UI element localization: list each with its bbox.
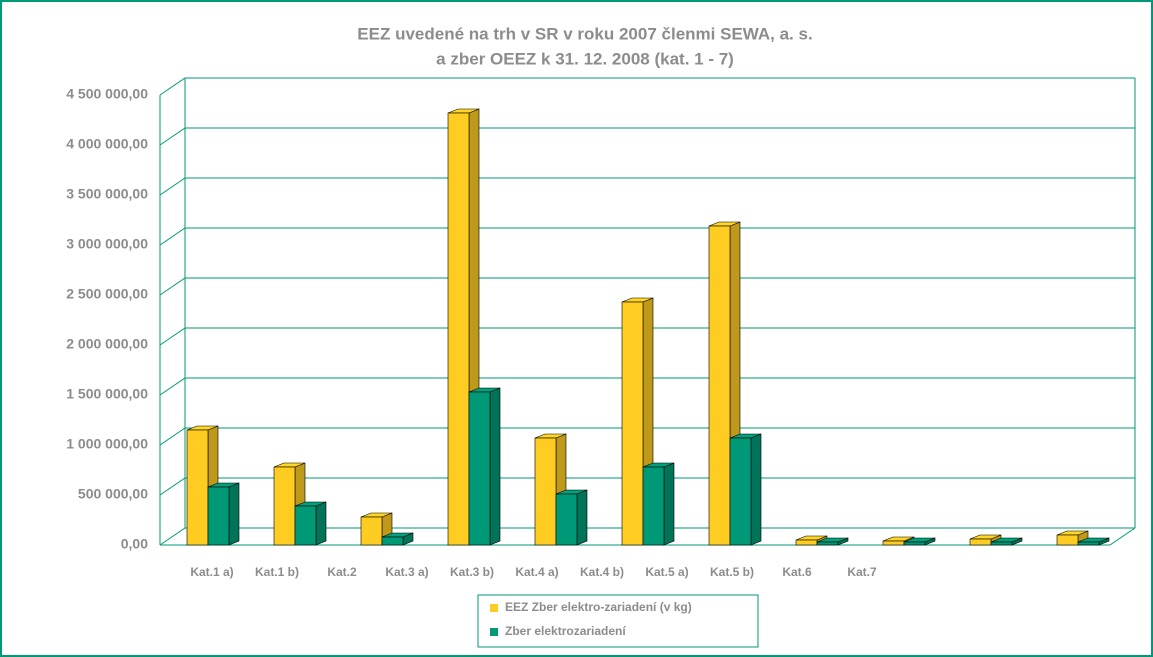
grid-line (159, 177, 1135, 196)
grid-line (159, 227, 1135, 246)
bar (447, 112, 470, 546)
bar-side (228, 482, 240, 546)
bar-side (750, 433, 762, 546)
bar (882, 540, 905, 546)
x-tick-label: Kat.5 a) (645, 565, 688, 579)
y-tick-label: 500 000,00 (78, 486, 148, 502)
bar (360, 516, 383, 546)
legend-label: EEZ Zber elektro-zariadení (v kg) (505, 600, 692, 614)
y-tick-label: 2 000 000,00 (66, 336, 148, 352)
x-tick-label: Kat.2 (327, 565, 357, 579)
legend-swatch (490, 604, 498, 612)
bar (795, 539, 818, 546)
y-tick-label: 4 500 000,00 (66, 86, 148, 102)
y-tick-label: 1 500 000,00 (66, 386, 148, 402)
legend-label: Zber elektrozariadení (505, 624, 626, 638)
grid-line (159, 127, 1135, 146)
bar (903, 541, 926, 546)
y-tick-label: 4 000 000,00 (66, 136, 148, 152)
grid-line (159, 327, 1135, 346)
bar (1056, 534, 1079, 546)
bar (621, 301, 644, 546)
bar (273, 466, 296, 546)
x-tick-label: Kat.6 (782, 565, 812, 579)
bar-side (663, 462, 675, 546)
x-tick-label: Kat.4 a) (515, 565, 558, 579)
x-tick-label: Kat.4 b) (580, 565, 624, 579)
bar (555, 493, 578, 546)
y-tick-label: 3 000 000,00 (66, 236, 148, 252)
y-tick-label: 3 500 000,00 (66, 186, 148, 202)
grid-line (159, 477, 1135, 496)
x-tick-label: Kat.5 b) (710, 565, 754, 579)
grid-line (159, 527, 1135, 546)
bar (381, 536, 404, 546)
bar (708, 225, 731, 546)
y-tick-label: 0,00 (121, 536, 148, 552)
bar (207, 486, 230, 546)
x-tick-label: Kat.7 (847, 565, 877, 579)
bar-side (576, 489, 588, 546)
chart-title: a zber OEEZ k 31. 12. 2008 (kat. 1 - 7) (436, 49, 734, 68)
bar-side (489, 387, 501, 546)
axis-line (1109, 527, 1136, 546)
x-tick-label: Kat.3 a) (385, 565, 428, 579)
bar (294, 505, 317, 546)
grid-line (159, 427, 1135, 446)
bar (990, 541, 1013, 546)
grid-line (159, 77, 1135, 96)
bar (642, 466, 665, 546)
bar (1077, 541, 1100, 546)
grid-line (159, 377, 1135, 396)
bar (729, 437, 752, 546)
y-tick-label: 1 000 000,00 (66, 436, 148, 452)
bar (969, 538, 992, 546)
x-tick-label: Kat.1 b) (255, 565, 299, 579)
bar (186, 429, 209, 546)
grid-line (159, 277, 1135, 296)
bar (468, 391, 491, 546)
y-tick-label: 2 500 000,00 (66, 286, 148, 302)
bar (534, 437, 557, 546)
x-tick-label: Kat.3 b) (450, 565, 494, 579)
bar (816, 541, 839, 546)
legend-box (477, 594, 759, 648)
legend-swatch (490, 628, 498, 636)
bar-side (315, 501, 327, 546)
chart-title: EEZ uvedené na trh v SR v roku 2007 člen… (357, 24, 812, 43)
x-tick-label: Kat.1 a) (190, 565, 233, 579)
